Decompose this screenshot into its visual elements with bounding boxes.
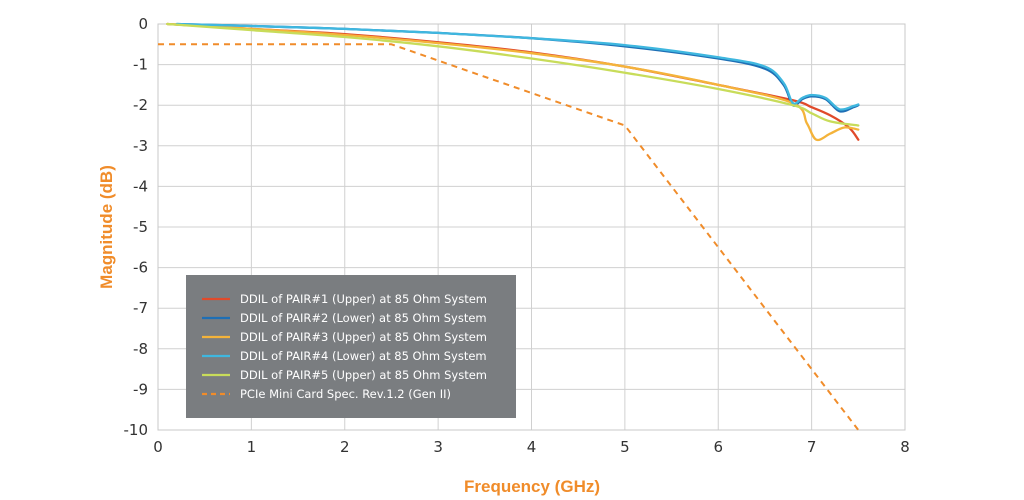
legend-item-label: DDIL of PAIR#1 (Upper) at 85 Ohm System — [240, 292, 487, 306]
x-tick-label: 0 — [153, 438, 163, 456]
legend-item-label: PCIe Mini Card Spec. Rev.1.2 (Gen II) — [240, 387, 451, 401]
y-axis-label: Magnitude (dB) — [97, 165, 116, 289]
series-line-5 — [166, 22, 860, 127]
y-tick-label: -6 — [133, 259, 148, 277]
legend-item-label: DDIL of PAIR#4 (Lower) at 85 Ohm System — [240, 349, 487, 363]
y-tick-label: -5 — [133, 218, 148, 236]
y-tick-label: -2 — [133, 96, 148, 114]
axis-ticks: 0 1 2 3 4 5 6 7 8 0 -1 -2 -3 -4 -5 -6 -7 -8 -9 -10 — [124, 15, 910, 456]
y-tick-label: -8 — [133, 340, 148, 358]
x-tick-label: 7 — [807, 438, 817, 456]
y-tick-label: -4 — [133, 177, 148, 195]
x-tick-label: 2 — [340, 438, 350, 456]
series-line-1 — [166, 22, 860, 141]
series-line-4 — [175, 22, 860, 111]
legend-item-label: DDIL of PAIR#3 (Upper) at 85 Ohm System — [240, 330, 487, 344]
y-tick-label: -7 — [133, 299, 148, 317]
x-tick-label: 4 — [527, 438, 537, 456]
series-line-3 — [166, 22, 860, 142]
y-tick-label: -9 — [133, 380, 148, 398]
y-tick-label: 0 — [138, 15, 148, 33]
x-tick-label: 8 — [900, 438, 910, 456]
x-tick-label: 1 — [247, 438, 257, 456]
legend-item-label: DDIL of PAIR#2 (Lower) at 85 Ohm System — [240, 311, 487, 325]
series-line-6 — [158, 43, 860, 431]
grid — [157, 23, 906, 431]
data-series — [158, 22, 860, 431]
plot-area-frame — [157, 23, 906, 431]
legend-item-label: DDIL of PAIR#5 (Upper) at 85 Ohm System — [240, 368, 487, 382]
y-tick-label: -3 — [133, 137, 148, 155]
x-axis-label: Frequency (GHz) — [464, 477, 600, 496]
legend-box — [186, 275, 516, 418]
x-tick-label: 5 — [620, 438, 630, 456]
x-tick-label: 6 — [713, 438, 723, 456]
y-tick-label: -1 — [133, 56, 148, 74]
legend: DDIL of PAIR#1 (Upper) at 85 Ohm System D… — [186, 275, 516, 418]
x-tick-label: 3 — [433, 438, 443, 456]
y-tick-label: -10 — [124, 421, 149, 439]
